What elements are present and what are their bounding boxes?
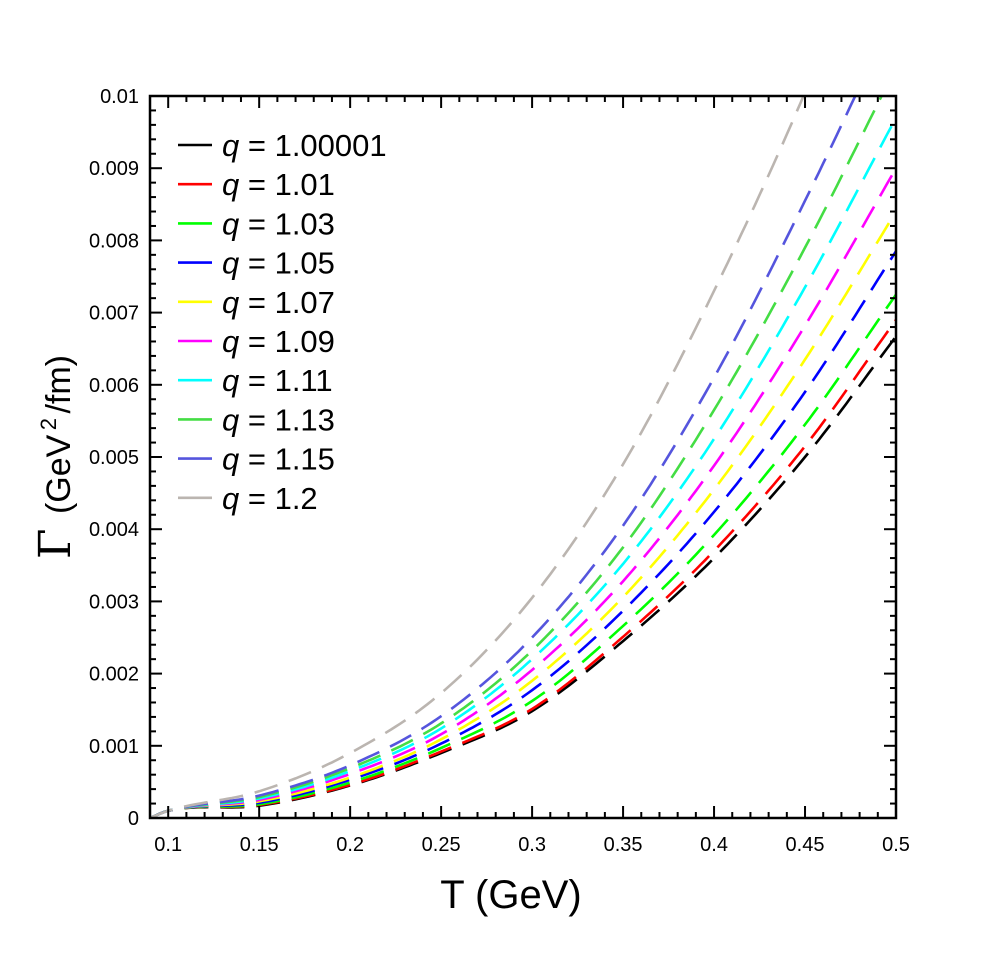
series-layer: [150, 96, 896, 818]
x-tick-label: 0.35: [604, 834, 643, 856]
y-tick-labels: 0 0.001 0.002 0.003 0.004 0.005 0.006 0.007 0.00…: [89, 86, 139, 830]
series-line-q-1.11: [150, 117, 896, 818]
series-line-q-1.00001: [150, 335, 896, 818]
legend-label: q = 1.13: [222, 402, 335, 437]
legend-item: q = 1.00001: [178, 128, 387, 163]
legend-label: q = 1.01: [222, 167, 335, 202]
x-tick-label: 0.45: [786, 834, 825, 856]
legend-label: q = 1.2: [222, 481, 318, 516]
series-line-q-1.2: [150, 96, 805, 818]
legend-label: q = 1.03: [222, 206, 335, 241]
x-tick-labels: 0.1 0.15 0.2 0.25 0.3 0.35 0.4 0.45 0.5: [154, 834, 910, 856]
x-tick-label: 0.4: [700, 834, 728, 856]
series-line-q-1.05: [150, 250, 896, 818]
legend-label: q = 1.15: [222, 442, 335, 477]
y-tick-label: 0.009: [89, 158, 139, 180]
y-tick-label: 0: [128, 808, 139, 830]
legend-item: q = 1.03: [178, 206, 335, 241]
legend-label: q = 1.09: [222, 324, 335, 359]
legend-item: q = 1.05: [178, 246, 335, 281]
y-axis-title: Γ (GeV 2 /fm): [30, 355, 81, 559]
y-tick-label: 0.007: [89, 303, 139, 325]
x-axis-title: T (GeV): [440, 873, 582, 917]
series-line-q-1.03: [150, 293, 896, 818]
y-tick-label: 0.001: [89, 736, 139, 758]
y-tick-label: 0.005: [89, 447, 139, 469]
x-tick-label: 0.25: [422, 834, 461, 856]
legend-label: q = 1.00001: [222, 128, 387, 163]
y-tick-label: 0.002: [89, 664, 139, 686]
y-tick-label: 0.008: [89, 230, 139, 252]
y-axis-unit-sup: 2: [36, 418, 61, 430]
x-tick-label: 0.1: [154, 834, 182, 856]
y-tick-label: 0.004: [89, 519, 139, 541]
legend-item: q = 1.01: [178, 167, 335, 202]
series-line-q-1.09: [150, 167, 896, 818]
legend-item: q = 1.15: [178, 442, 335, 477]
y-tick-label: 0.006: [89, 375, 139, 397]
x-tick-label: 0.2: [336, 834, 364, 856]
legend-label: q = 1.05: [222, 246, 335, 281]
x-tick-label: 0.15: [240, 834, 279, 856]
legend-label: q = 1.11: [222, 363, 333, 398]
legend-item: q = 1.07: [178, 285, 335, 320]
legend-item: q = 1.11: [178, 363, 333, 398]
y-tick-label: 0.01: [100, 86, 139, 108]
series-line-q-1.15: [150, 96, 857, 818]
y-axis-unit-suffix: /fm): [40, 355, 78, 414]
x-tick-label: 0.3: [518, 834, 546, 856]
y-axis-symbol: Γ: [30, 528, 81, 559]
legend-item: q = 1.09: [178, 324, 335, 359]
legend-item: q = 1.2: [178, 481, 318, 516]
legend: q = 1.00001 q = 1.01 q = 1.03 q = 1.05 q = 1…: [178, 128, 387, 516]
svg-text:Γ (GeV 2 /fm: Γ (GeV 2 /fm): [30, 355, 81, 559]
plot-frame: [148, 94, 898, 820]
legend-label: q = 1.07: [222, 285, 335, 320]
legend-item: q = 1.13: [178, 402, 335, 437]
y-tick-label: 0.003: [89, 591, 139, 613]
series-line-q-1.13: [150, 96, 884, 818]
x-tick-label: 0.5: [882, 834, 910, 856]
y-axis-unit-prefix: (GeV: [40, 434, 78, 514]
